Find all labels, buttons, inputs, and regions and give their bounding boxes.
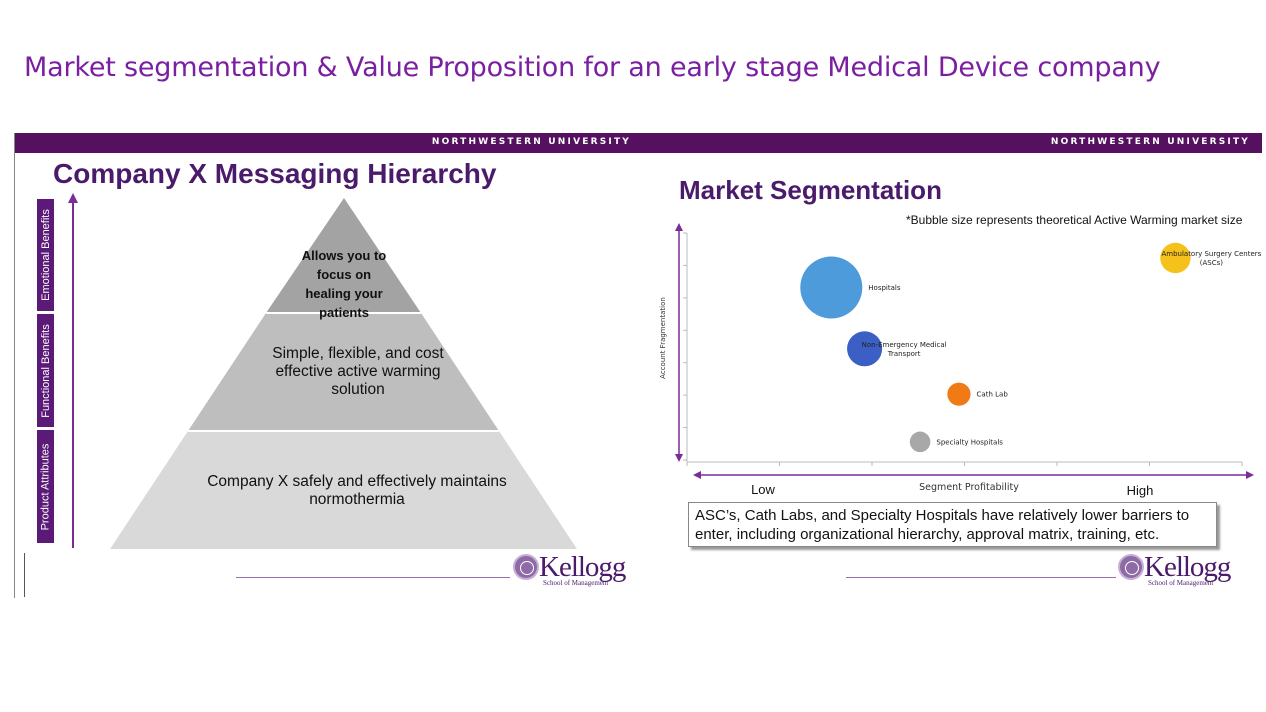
bubble-label-4: Ambulatory Surgery Centers (ASCs) <box>1161 250 1261 267</box>
logo-divider <box>236 577 510 578</box>
arrow-up-head <box>675 223 683 231</box>
arrow-left-head <box>693 471 701 479</box>
barriers-callout: ASC’s, Cath Labs, and Specialty Hospital… <box>688 502 1217 547</box>
side-label-product: Product Attributes <box>37 430 54 543</box>
pyramid-bottom-tier <box>110 431 577 549</box>
logo-divider <box>846 577 1116 578</box>
pyramid-middle-tier <box>188 313 499 431</box>
arrow-down-head <box>675 454 683 462</box>
pyramid-top-text: Allows you to focus on healing your pati… <box>301 248 387 320</box>
x-axis-label: Segment Profitability <box>919 482 1019 493</box>
slide-heading: Market Segmentation <box>679 175 942 205</box>
edge-divider <box>24 553 25 597</box>
pyramid-middle-text: Simple, flexible, and cost effective act… <box>272 345 444 398</box>
bubble-label-1: Non-Emergency Medical Transport <box>862 341 947 358</box>
bubble-label-0: Hospitals <box>868 284 901 292</box>
side-label-functional: Functional Benefits <box>37 314 54 427</box>
side-label-emotional: Emotional Benefits <box>37 199 54 311</box>
page-title: Market segmentation & Value Proposition … <box>24 52 1161 83</box>
bubble-4 <box>1160 242 1191 274</box>
pyramid-bottom-text: Company X safely and effectively maintai… <box>207 473 507 508</box>
segmentation-bubble-chart: Segment Profitability Account Fragmentati… <box>659 223 1262 498</box>
kellogg-logo: Kellogg School of Management <box>513 553 626 587</box>
bubble-label-3: Specialty Hospitals <box>936 438 1003 446</box>
x-tick-label-low: Low <box>751 482 775 497</box>
hierarchy-arrow <box>68 193 78 548</box>
kellogg-seal-icon <box>513 554 539 580</box>
slide-heading: Company X Messaging Hierarchy <box>53 158 497 189</box>
pyramid-top-tier <box>266 198 421 313</box>
kellogg-seal-icon <box>1118 554 1144 580</box>
x-tick-label-high: High <box>1127 483 1154 498</box>
kellogg-logo: Kellogg School of Management <box>1118 553 1231 587</box>
banner-text: NORTHWESTERN UNIVERSITY <box>1050 137 1250 147</box>
slide-market-segmentation: NORTHWESTERN UNIVERSITY Market Segmentat… <box>642 133 1262 598</box>
bubble-label-2: Cath Lab <box>977 391 1009 399</box>
university-banner: NORTHWESTERN UNIVERSITY <box>15 133 643 153</box>
bubble-2 <box>947 382 971 406</box>
slide-messaging-hierarchy: NORTHWESTERN UNIVERSITY Company X Messag… <box>14 133 644 598</box>
bubble-size-note: *Bubble size represents theoretical Acti… <box>906 213 1243 227</box>
university-banner: NORTHWESTERN UNIVERSITY <box>642 133 1262 153</box>
banner-text: NORTHWESTERN UNIVERSITY <box>431 137 631 147</box>
bubble-1 <box>847 331 883 367</box>
bubble-0 <box>800 256 863 319</box>
messaging-pyramid <box>110 198 577 549</box>
bubble-3 <box>909 431 931 453</box>
arrow-right-head <box>1246 471 1254 479</box>
y-axis-label: Account Fragmentation <box>659 297 667 379</box>
